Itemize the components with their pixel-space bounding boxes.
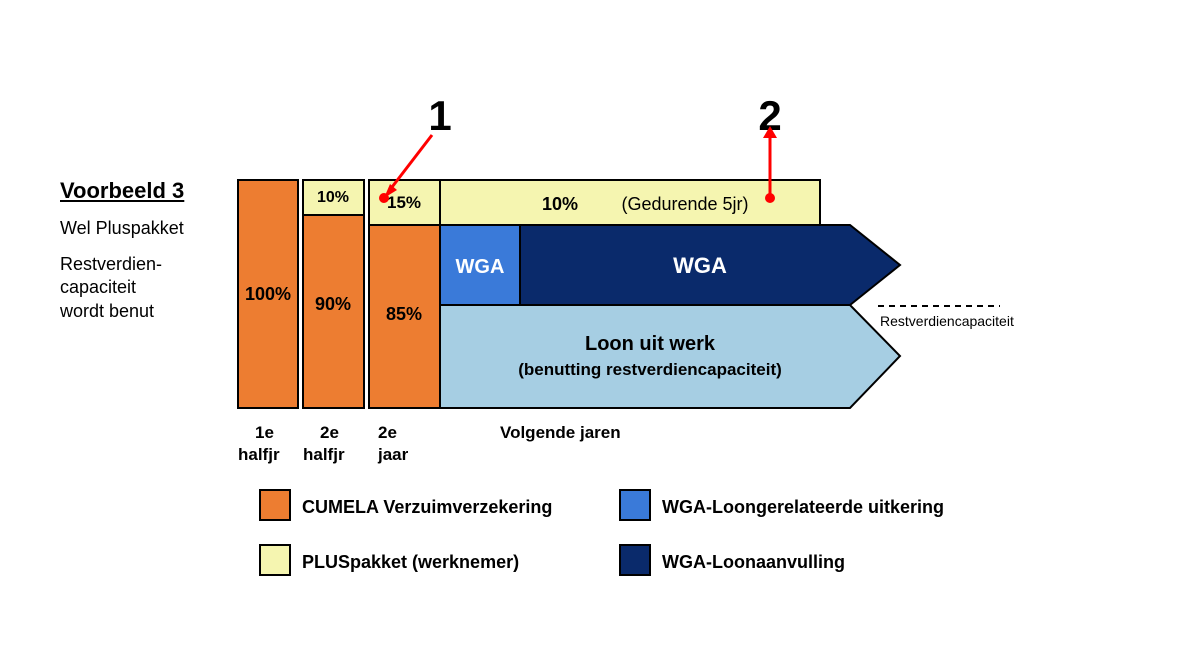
bar-col2-label: 90% bbox=[315, 294, 351, 314]
diagram-svg: 100% 10% 90% 15% 85% 10% (Gedurende 5jr)… bbox=[0, 0, 1180, 649]
bar-col2-top-label: 10% bbox=[317, 189, 349, 206]
legend-label-1: CUMELA Verzuimverzekering bbox=[302, 497, 552, 517]
annotation-2-dot bbox=[765, 193, 775, 203]
legend-swatch-4 bbox=[620, 545, 650, 575]
axis-c2b: halfjr bbox=[303, 445, 345, 464]
axis-c2a: 2e bbox=[320, 423, 339, 442]
legend-swatch-1 bbox=[260, 490, 290, 520]
annotation-1-dot bbox=[379, 193, 389, 203]
axis-c3a: 2e bbox=[378, 423, 397, 442]
strip-label-b: (Gedurende 5jr) bbox=[621, 194, 748, 214]
axis-c3b: jaar bbox=[377, 445, 409, 464]
bar-col3-top-label: 15% bbox=[387, 193, 421, 212]
legend-swatch-3 bbox=[620, 490, 650, 520]
axis-c1b: halfjr bbox=[238, 445, 280, 464]
legend-label-3: WGA-Loongerelateerde uitkering bbox=[662, 497, 944, 517]
bar-loon-arrow bbox=[440, 305, 900, 408]
legend-swatch-2 bbox=[260, 545, 290, 575]
strip-label-a: 10% bbox=[542, 194, 578, 214]
bar-wga1-label: WGA bbox=[456, 256, 505, 278]
legend-label-4: WGA-Loonaanvulling bbox=[662, 552, 845, 572]
annotation-1-number: 1 bbox=[428, 92, 451, 139]
bar-wga2-label: WGA bbox=[673, 253, 727, 278]
bar-loon-label-a: Loon uit werk bbox=[585, 333, 716, 355]
bar-col1-label: 100% bbox=[245, 284, 291, 304]
dash-label: Restverdiencapaciteit bbox=[880, 313, 1014, 329]
axis-c1a: 1e bbox=[255, 423, 274, 442]
bar-loon-label-b: (benutting restverdiencapaciteit) bbox=[518, 360, 782, 379]
legend-label-2: PLUSpakket (werknemer) bbox=[302, 552, 519, 572]
bar-col3-label: 85% bbox=[386, 304, 422, 324]
axis-c4: Volgende jaren bbox=[500, 423, 621, 442]
